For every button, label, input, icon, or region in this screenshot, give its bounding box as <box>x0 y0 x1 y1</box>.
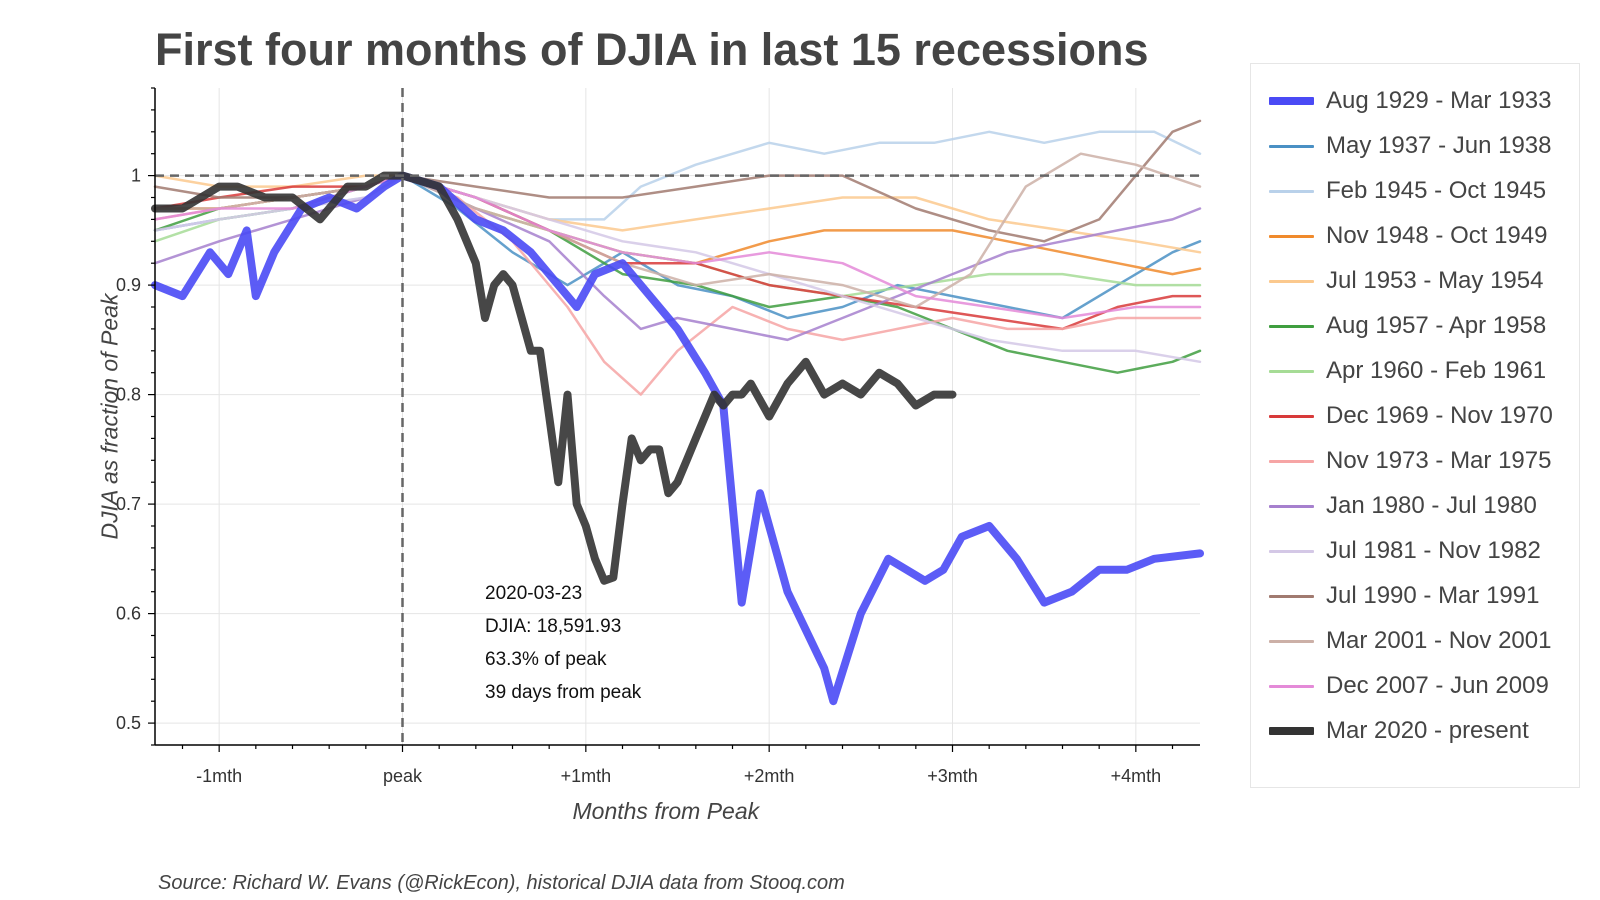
legend-label: Jul 1981 - Nov 1982 <box>1326 537 1541 564</box>
legend-item: Mar 2001 - Nov 2001 <box>1269 621 1551 661</box>
legend-item: Mar 2020 - present <box>1269 711 1529 751</box>
legend-item: Nov 1948 - Oct 1949 <box>1269 216 1547 256</box>
x-tick-label: -1mth <box>196 766 242 786</box>
legend-swatch <box>1269 684 1314 688</box>
legend-label: Aug 1957 - Apr 1958 <box>1326 312 1547 339</box>
legend-item: May 1937 - Jun 1938 <box>1269 126 1551 166</box>
legend-swatch <box>1269 324 1314 328</box>
y-tick-label: 0.8 <box>116 385 141 405</box>
legend-swatch <box>1269 414 1314 418</box>
y-tick-label: 1 <box>131 166 141 186</box>
legend-item: Jan 1980 - Jul 1980 <box>1269 486 1537 526</box>
legend-swatch <box>1269 189 1314 193</box>
y-tick-label: 0.9 <box>116 275 141 295</box>
legend-label: Jul 1990 - Mar 1991 <box>1326 582 1540 609</box>
legend-item: Dec 2007 - Jun 2009 <box>1269 666 1549 706</box>
annotation-date: 2020-03-23 <box>485 583 583 604</box>
legend-label: May 1937 - Jun 1938 <box>1326 132 1552 159</box>
legend-label: Dec 2007 - Jun 2009 <box>1326 672 1549 699</box>
legend-swatch <box>1269 727 1314 735</box>
x-tick-label: +4mth <box>1111 766 1162 786</box>
legend-swatch <box>1269 144 1314 148</box>
legend-swatch <box>1269 97 1314 105</box>
y-tick-label: 0.5 <box>116 713 141 733</box>
series-line-5 <box>153 174 1202 254</box>
x-axis-title: Months from Peak <box>572 798 760 824</box>
x-tick-label: peak <box>383 766 423 786</box>
y-tick-label: 0.6 <box>116 604 141 624</box>
legend-swatch <box>1269 234 1314 238</box>
legend-item: Jul 1953 - May 1954 <box>1269 261 1543 301</box>
legend-label: Apr 1960 - Feb 1961 <box>1326 357 1547 384</box>
annotation-pct: 63.3% of peak <box>485 649 607 670</box>
series-line-1 <box>151 171 1204 706</box>
x-tick-label: +3mth <box>927 766 978 786</box>
legend-label: Mar 2001 - Nov 2001 <box>1326 627 1552 654</box>
reference-lines <box>155 88 1200 745</box>
legend-label: Nov 1948 - Oct 1949 <box>1326 222 1548 249</box>
annotation: 2020-03-23 DJIA: 18,591.93 63.3% of peak… <box>485 577 641 709</box>
legend-swatch <box>1269 504 1314 508</box>
legend-item: Aug 1957 - Apr 1958 <box>1269 306 1546 346</box>
legend-label: Aug 1929 - Mar 1933 <box>1326 87 1552 114</box>
legend-swatch <box>1269 369 1314 373</box>
legend-item: Jul 1990 - Mar 1991 <box>1269 576 1539 616</box>
legend-label: Mar 2020 - present <box>1326 717 1529 744</box>
legend: Aug 1929 - Mar 1933 May 1937 - Jun 1938 Fe… <box>1250 63 1580 788</box>
source-note: Source: Richard W. Evans (@RickEcon), hi… <box>158 872 845 894</box>
y-tick-label: 0.7 <box>116 494 141 514</box>
legend-swatch <box>1269 459 1314 463</box>
legend-item: Feb 1945 - Oct 1945 <box>1269 171 1546 211</box>
x-tick-label: +2mth <box>744 766 795 786</box>
legend-label: Jan 1980 - Jul 1980 <box>1326 492 1537 519</box>
x-tick-label: +1mth <box>561 766 612 786</box>
legend-item: Aug 1929 - Mar 1933 <box>1269 81 1551 121</box>
legend-swatch <box>1269 279 1314 283</box>
legend-item: Jul 1981 - Nov 1982 <box>1269 531 1541 571</box>
annotation-days: 39 days from peak <box>485 682 642 703</box>
legend-item: Dec 1969 - Nov 1970 <box>1269 396 1553 436</box>
legend-item: Apr 1960 - Feb 1961 <box>1269 351 1546 391</box>
legend-label: Nov 1973 - Mar 1975 <box>1326 447 1552 474</box>
axes: 0.5 0.6 0.7 0.8 0.9 1 -1mth peak +1mth +2mth +3mth… <box>116 87 1200 786</box>
legend-label: Feb 1945 - Oct 1945 <box>1326 177 1547 204</box>
legend-label: Jul 1953 - May 1954 <box>1326 267 1544 294</box>
chart-title: First four months of DJIA in last 15 rec… <box>155 24 1149 75</box>
legend-swatch <box>1269 594 1314 598</box>
legend-item: Nov 1973 - Mar 1975 <box>1269 441 1551 481</box>
annotation-djia: DJIA: 18,591.93 <box>485 616 622 637</box>
legend-label: Dec 1969 - Nov 1970 <box>1326 402 1553 429</box>
legend-swatch <box>1269 639 1314 643</box>
y-axis-title: DJIA as fraction of Peak <box>96 293 123 539</box>
legend-swatch <box>1269 549 1314 553</box>
